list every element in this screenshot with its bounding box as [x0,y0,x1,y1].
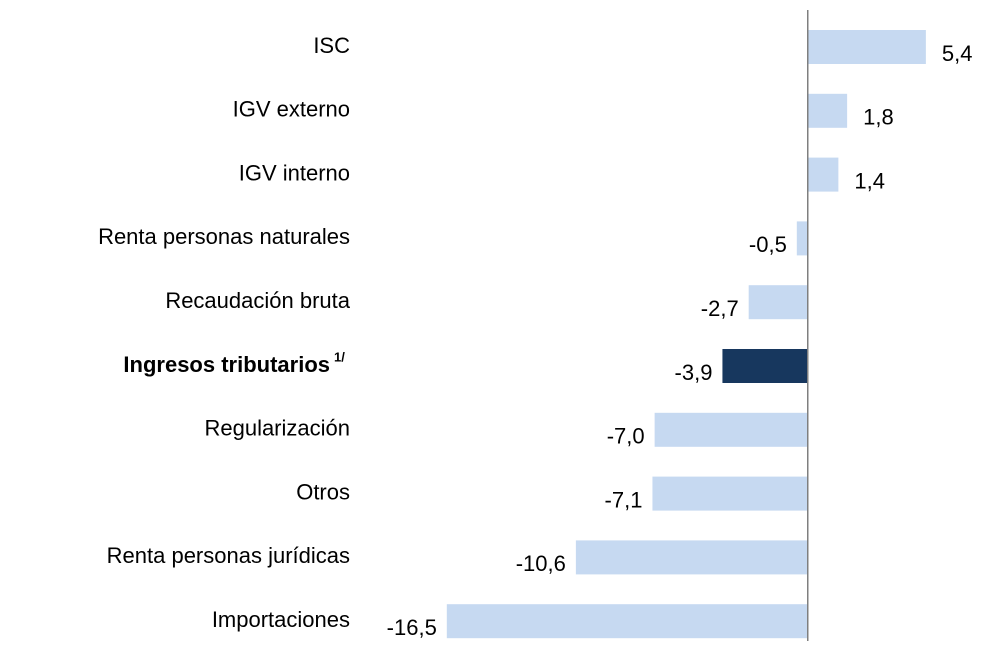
category-label: Otros [296,479,350,504]
bar [654,412,808,447]
bar [652,476,808,511]
bar [807,157,839,192]
bar [807,93,848,128]
bar [575,540,808,575]
value-label: -10,6 [516,551,566,576]
category-label: Recaudación bruta [165,288,350,313]
value-label: -7,0 [607,424,645,449]
bar [796,221,808,256]
value-label: -3,9 [675,360,713,385]
value-label: 5,4 [942,41,973,66]
category-label: Renta personas jurídicas [107,543,350,568]
value-label: 1,4 [854,168,885,193]
value-label: -7,1 [605,487,643,512]
bar [722,349,808,383]
value-label: 1,8 [863,105,894,130]
category-label: Importaciones [212,607,350,632]
category-label: ISC [313,33,350,58]
category-label: Regularización [204,416,350,441]
category-label: Renta personas naturales [98,224,350,249]
category-label: Ingresos tributarios [123,352,330,377]
value-label: -16,5 [387,615,437,640]
value-label: -2,7 [701,296,739,321]
bar [807,30,926,64]
footnote-mark: 1/ [334,349,345,364]
category-label: IGV interno [239,160,350,185]
value-label: -0,5 [749,232,787,257]
category-label: IGV externo [233,97,350,122]
bar [446,604,808,639]
bar [748,285,808,320]
